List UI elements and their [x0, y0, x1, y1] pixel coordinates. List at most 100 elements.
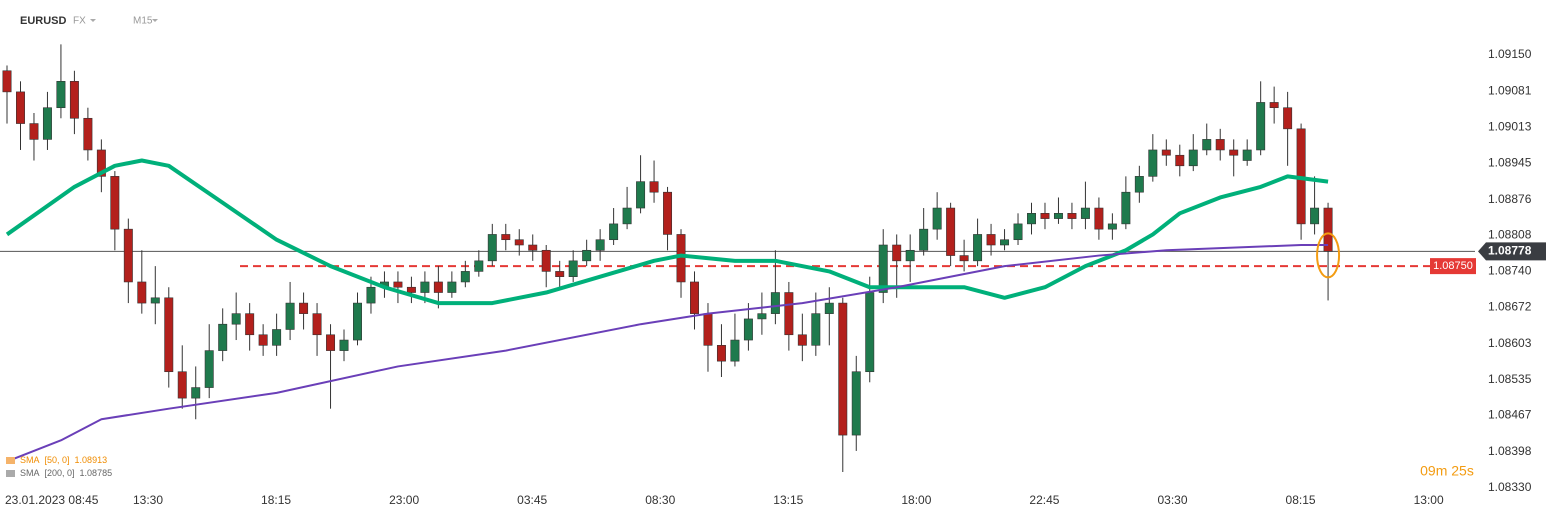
candle-body: [1040, 213, 1050, 219]
candle-body: [245, 313, 255, 336]
legend-name: SMA: [20, 455, 40, 465]
candle-body: [69, 81, 79, 119]
candle-body: [1229, 149, 1239, 156]
candle-body: [1188, 149, 1198, 167]
countdown: 09m 25s: [1420, 463, 1474, 479]
sma-line: [6, 244, 1329, 463]
candle-body: [770, 292, 780, 314]
candle-body: [743, 318, 753, 341]
y-tick-label: 1.09013: [1488, 119, 1532, 133]
candle-body: [757, 313, 767, 320]
x-tick-label: 03:30: [1157, 493, 1187, 507]
candle-body: [1067, 213, 1077, 219]
candle-body: [973, 234, 983, 262]
candle-body: [1000, 239, 1010, 246]
candle-body: [231, 313, 241, 325]
candle-body: [1242, 149, 1252, 161]
candle-body: [326, 334, 336, 351]
candle-body: [932, 207, 942, 230]
candle-body: [393, 281, 403, 288]
candle-body: [959, 255, 969, 262]
candle-body: [420, 281, 430, 293]
candle-body: [2, 70, 12, 93]
candle-body: [204, 350, 214, 388]
candle-body: [555, 271, 565, 277]
candle-body: [29, 123, 39, 140]
y-tick-label: 1.08945: [1488, 155, 1532, 169]
candle-body: [474, 260, 484, 272]
candle-body: [568, 260, 578, 277]
candle-body: [1080, 207, 1090, 219]
candle-body: [312, 313, 322, 336]
interval[interactable]: M15: [133, 16, 153, 27]
candle-body: [797, 334, 807, 346]
candle-body: [1161, 149, 1171, 156]
candle-body: [16, 91, 25, 124]
candle-body: [96, 149, 106, 177]
y-tick-label: 1.08330: [1488, 480, 1532, 494]
x-tick-label: 23.01.2023 08:45: [5, 493, 99, 507]
candle-body: [353, 302, 362, 341]
x-tick-label: 03:45: [517, 493, 547, 507]
candle-body: [1134, 176, 1144, 193]
candle-body: [366, 286, 376, 304]
candle-body: [299, 302, 309, 314]
candle-body: [663, 191, 673, 235]
candle-body: [1027, 213, 1036, 225]
legend-entry: SMA [50, 0] 1.08913: [20, 455, 107, 465]
candle-body: [636, 181, 646, 209]
y-tick-label: 1.08672: [1488, 299, 1532, 313]
candle-body: [676, 234, 686, 283]
legend-icon: [6, 457, 15, 464]
level-label: 1.08750: [1433, 260, 1473, 272]
candle-body: [986, 234, 996, 246]
candle-body: [892, 244, 902, 262]
candle-body: [1107, 223, 1117, 230]
candle-body: [285, 302, 295, 330]
candle-body: [42, 107, 52, 140]
candle-body: [83, 117, 93, 151]
legend-icon: [6, 470, 15, 477]
candle-body: [1323, 207, 1333, 252]
candle-body: [177, 371, 187, 399]
market: FX: [73, 16, 86, 27]
candle-body: [811, 313, 821, 346]
candle-body: [784, 292, 794, 336]
candle-body: [1121, 191, 1131, 225]
candle-body: [622, 207, 632, 225]
candle-body: [218, 323, 228, 351]
x-tick-label: 18:00: [901, 493, 931, 507]
candle-body: [919, 228, 929, 251]
candle-body: [258, 334, 268, 346]
candle-body: [690, 281, 699, 314]
candle-body: [716, 345, 726, 362]
y-tick-label: 1.08535: [1488, 372, 1532, 386]
candle-body: [865, 292, 875, 373]
y-tick-label: 1.08467: [1488, 408, 1532, 422]
candle-body: [1202, 139, 1212, 151]
symbol[interactable]: EURUSD: [20, 15, 67, 27]
legend-params: [50, 0]: [45, 455, 70, 465]
candle-body: [1148, 149, 1158, 177]
last-price-label: 1.08778: [1488, 244, 1532, 258]
candle-body: [164, 297, 174, 373]
candle-body: [56, 81, 66, 109]
candle-body: [1175, 154, 1185, 167]
candle-body: [878, 244, 888, 293]
caret: [90, 19, 96, 22]
candle-body: [824, 302, 834, 314]
candle-body: [1310, 207, 1320, 225]
level-label-box: [1430, 258, 1476, 275]
candle-body: [528, 244, 538, 251]
x-tick-label: 08:30: [645, 493, 675, 507]
y-tick-label: 1.08603: [1488, 336, 1532, 350]
legend-entry: SMA [200, 0] 1.08785: [20, 468, 112, 478]
candle-body: [1269, 102, 1279, 109]
candle-body: [595, 239, 605, 251]
candle-body: [1094, 207, 1104, 230]
candle-body: [851, 371, 861, 436]
y-tick-label: 1.09081: [1488, 84, 1532, 98]
legend-params: [200, 0]: [45, 468, 75, 478]
candle-body: [703, 313, 713, 346]
